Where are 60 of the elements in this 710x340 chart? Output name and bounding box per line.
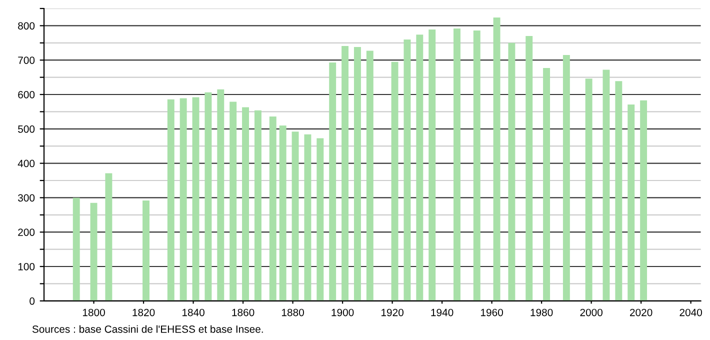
bar <box>217 89 224 301</box>
bar <box>342 46 349 301</box>
y-tick-label: 700 <box>18 56 35 64</box>
bar <box>526 36 533 301</box>
bar <box>167 99 174 301</box>
bar <box>615 81 622 301</box>
y-tick-label: 200 <box>18 228 35 236</box>
bar <box>254 110 262 301</box>
bar <box>72 198 80 301</box>
x-tick-label: 2040 <box>680 308 702 316</box>
y-tick-label: 0 <box>30 297 35 305</box>
x-tick-label: 2000 <box>580 308 602 316</box>
x-tick-label: 1840 <box>182 308 204 316</box>
bar <box>105 173 112 301</box>
bar <box>493 17 500 301</box>
bar <box>230 102 237 301</box>
y-tick-label: 100 <box>18 263 35 270</box>
bar <box>602 70 610 301</box>
x-tick-label: 1920 <box>382 308 404 316</box>
bar <box>316 138 324 301</box>
x-tick-label: 1960 <box>481 308 503 316</box>
bar <box>628 104 635 301</box>
x-tick-label: 1860 <box>232 308 254 316</box>
bar <box>279 125 286 301</box>
y-tick-label: 300 <box>18 194 35 202</box>
bar <box>180 98 187 301</box>
x-tick-label: 1820 <box>132 308 155 316</box>
bar <box>204 92 212 301</box>
y-tick-label: 800 <box>18 22 35 30</box>
y-tick-label: 600 <box>18 91 35 98</box>
x-tick-label: 1940 <box>431 308 454 316</box>
bar <box>428 29 436 301</box>
bar <box>543 68 550 301</box>
bar <box>473 30 480 301</box>
x-tick-label: 1980 <box>530 308 553 316</box>
x-tick-label: 2020 <box>630 308 652 316</box>
bar <box>404 39 411 301</box>
bar <box>142 200 150 301</box>
bar <box>453 28 460 301</box>
y-tick-label: 500 <box>18 125 35 133</box>
bar <box>292 132 299 301</box>
bar <box>391 62 398 301</box>
y-tick-label: 400 <box>18 160 35 168</box>
bar <box>329 62 336 301</box>
bar <box>269 116 276 301</box>
bar <box>90 202 98 301</box>
bar <box>508 42 516 301</box>
bar <box>242 107 250 301</box>
bar <box>366 50 374 301</box>
bar <box>562 54 570 301</box>
bar <box>304 134 312 301</box>
bar <box>354 47 361 301</box>
bar <box>416 34 424 301</box>
x-tick-label: 1900 <box>332 308 354 316</box>
bar <box>585 78 592 301</box>
bar <box>640 100 648 301</box>
bar <box>192 97 200 301</box>
source-note: Sources : base Cassini de l'EHESS et base Insee. <box>32 325 263 333</box>
x-tick-label: 1800 <box>82 308 105 316</box>
x-tick-label: 1880 <box>282 308 304 316</box>
